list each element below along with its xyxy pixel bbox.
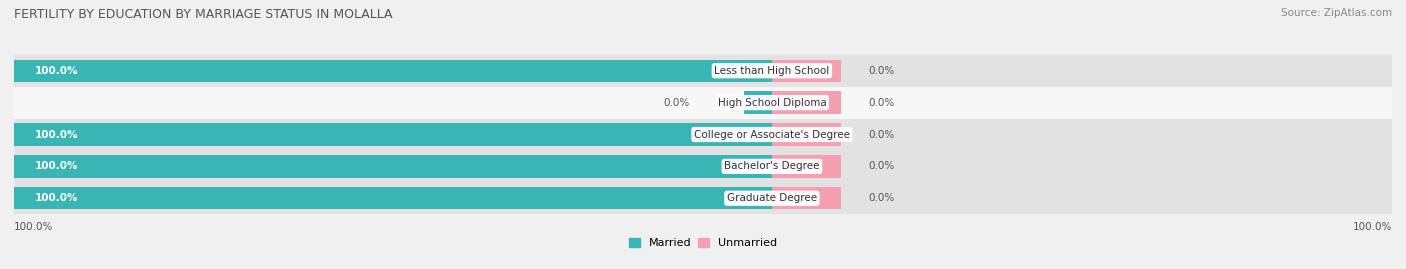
Bar [772, 59, 841, 82]
Legend: Married, Unmarried: Married, Unmarried [624, 233, 782, 253]
Text: 100.0%: 100.0% [35, 161, 79, 171]
Text: 100.0%: 100.0% [1353, 222, 1392, 232]
Bar [14, 150, 1392, 182]
Text: Source: ZipAtlas.com: Source: ZipAtlas.com [1281, 8, 1392, 18]
Bar [14, 123, 772, 146]
Bar [772, 91, 841, 114]
Bar [14, 155, 772, 178]
Bar [14, 182, 1392, 214]
Text: Bachelor's Degree: Bachelor's Degree [724, 161, 820, 171]
Bar [14, 119, 1392, 150]
Text: Less than High School: Less than High School [714, 66, 830, 76]
Bar [14, 87, 1392, 119]
Text: 0.0%: 0.0% [664, 98, 689, 108]
Text: 100.0%: 100.0% [35, 129, 79, 140]
Text: College or Associate's Degree: College or Associate's Degree [695, 129, 849, 140]
Text: 0.0%: 0.0% [869, 193, 894, 203]
Text: 0.0%: 0.0% [869, 161, 894, 171]
Text: 0.0%: 0.0% [869, 66, 894, 76]
Text: High School Diploma: High School Diploma [717, 98, 827, 108]
Bar [744, 91, 772, 114]
Text: 100.0%: 100.0% [14, 222, 53, 232]
Bar [772, 123, 841, 146]
Text: Graduate Degree: Graduate Degree [727, 193, 817, 203]
Bar [772, 187, 841, 210]
Text: 100.0%: 100.0% [35, 193, 79, 203]
Bar [772, 155, 841, 178]
Text: 100.0%: 100.0% [35, 66, 79, 76]
Text: 0.0%: 0.0% [869, 129, 894, 140]
Text: FERTILITY BY EDUCATION BY MARRIAGE STATUS IN MOLALLA: FERTILITY BY EDUCATION BY MARRIAGE STATU… [14, 8, 392, 21]
Bar [14, 55, 1392, 87]
Bar [14, 59, 772, 82]
Text: 0.0%: 0.0% [869, 98, 894, 108]
Bar [14, 187, 772, 210]
